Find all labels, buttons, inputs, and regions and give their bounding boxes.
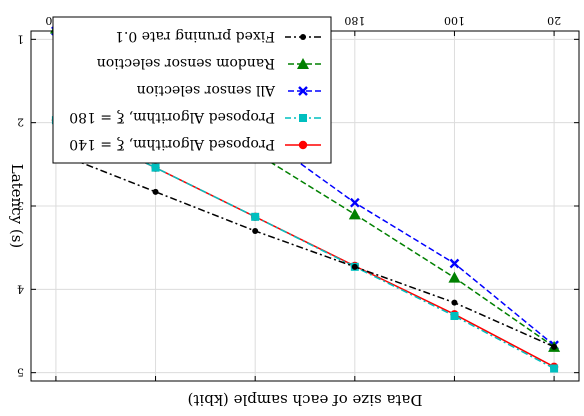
y-tick-label: 2 (17, 116, 24, 129)
data-point (151, 163, 160, 172)
legend-marker (298, 140, 308, 150)
legend-label: Proposed Algorithm, ξ = 180 (69, 109, 275, 125)
data-point (251, 212, 260, 221)
y-tick-label: 1 (17, 32, 24, 45)
y-tick-label: 3 (17, 199, 24, 212)
data-point (550, 364, 559, 373)
legend: Proposed Algorithm, ξ = 140 Proposed Algo… (52, 16, 332, 164)
legend-entry-2: Proposed Algorithm, ξ = 180 (69, 109, 321, 125)
legend-label: Fixed pruning rate 0.1 (115, 28, 275, 44)
legend-entry-3: All sensor selection (137, 82, 321, 98)
grid (31, 31, 579, 381)
data-point (450, 312, 459, 320)
series-line (55, 27, 555, 348)
legend-entry-1: Proposed Algorithm, ξ = 140 (69, 136, 321, 152)
legend-marker (298, 86, 308, 96)
data-point (152, 188, 159, 195)
data-point (351, 263, 358, 270)
data-point (448, 271, 461, 283)
legend-entry-4: Random sensor selection (97, 55, 321, 71)
legend-marker (299, 114, 307, 122)
rotated-figure: 2010018026034042012345 Data size of each… (8, 14, 580, 409)
y-axis-label: Latency (s) (8, 164, 26, 249)
legend-label: All sensor selection (137, 82, 276, 98)
data-point (551, 343, 558, 350)
y-tick-label: 5 (17, 366, 24, 379)
data-point (348, 208, 361, 220)
data-point (451, 299, 458, 306)
data-point (449, 258, 460, 269)
data-point (349, 197, 360, 208)
legend-label: Random sensor selection (97, 55, 275, 71)
series-line (55, 152, 555, 348)
x-axis-label: Data size of each sample (kbit) (188, 391, 423, 409)
y-tick-label: 4 (17, 282, 24, 295)
legend-marker (300, 34, 306, 40)
series-line (55, 119, 555, 370)
x-tick-label: 180 (344, 14, 365, 27)
legend-entry-5: Fixed pruning rate 0.1 (115, 28, 321, 44)
x-tick-label: 20 (547, 14, 561, 27)
legend-marker (297, 58, 309, 69)
data-point (252, 228, 259, 234)
legend-label: Proposed Algorithm, ξ = 140 (69, 136, 275, 152)
x-tick-label: 100 (444, 14, 465, 27)
legend-box (52, 16, 332, 164)
